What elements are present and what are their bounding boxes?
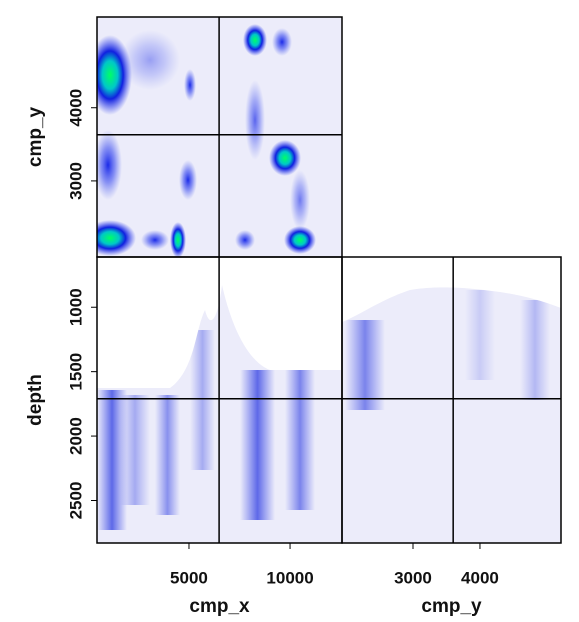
x-tick-label: 3000 (394, 568, 432, 587)
x-tick-label: 4000 (461, 568, 499, 587)
density-top (97, 17, 342, 257)
y-tick-label: 2500 (66, 482, 85, 520)
y-tick-label: 4000 (66, 89, 85, 127)
x-axis-label: cmp_x (189, 596, 250, 617)
y-tick-label: 2000 (66, 417, 85, 455)
density-depth-cmp-y (342, 257, 561, 543)
axes: 3000 4000 cmp_y 5000 10000 1000 1500 2000 2500 cm… (25, 16, 562, 617)
y-axis-label: cmp_y (25, 106, 46, 167)
x-axis-label: cmp_y (421, 596, 482, 617)
y-tick-label: 1000 (66, 288, 85, 326)
panel-frame (341, 256, 562, 544)
y-tick-label: 1500 (66, 353, 85, 391)
y-axis-label: depth (25, 374, 46, 426)
x-tick-label: 10000 (266, 568, 313, 587)
y-tick-label: 3000 (66, 162, 85, 200)
x-tick-label: 5000 (170, 568, 208, 587)
